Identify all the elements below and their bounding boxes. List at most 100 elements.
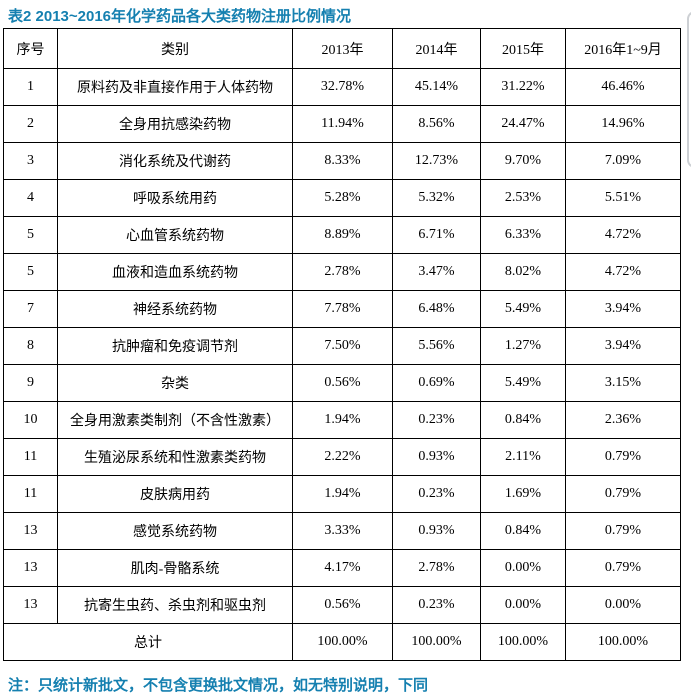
row-value-2015: 5.49% (480, 290, 566, 328)
table-row: 4 呼吸系统用药 5.28% 5.32% 2.53% 5.51% (3, 179, 681, 217)
row-value-2016: 3.94% (565, 290, 681, 328)
row-value-2013: 8.33% (292, 142, 393, 180)
row-value-2014: 0.23% (392, 401, 481, 439)
row-value-2014: 45.14% (392, 68, 481, 106)
row-value-2013: 32.78% (292, 68, 393, 106)
header-2015: 2015年 (480, 28, 566, 69)
row-seq-no: 7 (3, 290, 58, 328)
row-category: 神经系统药物 (57, 290, 293, 328)
table-total-row: 总计 100.00% 100.00% 100.00% 100.00% (3, 623, 681, 661)
row-value-2015: 24.47% (480, 105, 566, 143)
row-seq-no: 11 (3, 438, 58, 476)
row-value-2013: 0.56% (292, 364, 393, 402)
row-seq-no: 11 (3, 475, 58, 513)
total-label: 总计 (3, 623, 293, 661)
row-value-2013: 5.28% (292, 179, 393, 217)
row-seq-no: 10 (3, 401, 58, 439)
table-body: 1 原料药及非直接作用于人体药物 32.78% 45.14% 31.22% 46.46% 2… (3, 68, 681, 661)
table-row: 3 消化系统及代谢药 8.33% 12.73% 9.70% 7.09% (3, 142, 681, 180)
row-value-2016: 3.94% (565, 327, 681, 365)
row-category: 抗寄生虫药、杀虫剂和驱虫剂 (57, 586, 293, 624)
row-seq-no: 5 (3, 216, 58, 254)
header-row: 序号 类别 2013年 2014年 2015年 2016年1~9月 (3, 28, 681, 69)
row-seq-no: 4 (3, 179, 58, 217)
table-row: 13 肌肉-骨骼系统 4.17% 2.78% 0.00% 0.79% (3, 549, 681, 587)
row-value-2014: 0.23% (392, 586, 481, 624)
registration-ratio-table: 序号 类别 2013年 2014年 2015年 2016年1~9月 1 原料药及非… (3, 28, 681, 661)
header-seq-no: 序号 (3, 28, 58, 69)
row-value-2016: 46.46% (565, 68, 681, 106)
row-category: 血液和造血系统药物 (57, 253, 293, 291)
row-category: 呼吸系统用药 (57, 179, 293, 217)
table-row: 11 皮肤病用药 1.94% 0.23% 1.69% 0.79% (3, 475, 681, 513)
row-value-2013: 8.89% (292, 216, 393, 254)
row-value-2015: 31.22% (480, 68, 566, 106)
row-value-2014: 6.71% (392, 216, 481, 254)
row-value-2015: 0.00% (480, 586, 566, 624)
row-value-2016: 0.79% (565, 475, 681, 513)
row-value-2016: 14.96% (565, 105, 681, 143)
table-row: 1 原料药及非直接作用于人体药物 32.78% 45.14% 31.22% 46.46% (3, 68, 681, 106)
row-seq-no: 5 (3, 253, 58, 291)
row-value-2014: 5.32% (392, 179, 481, 217)
total-value: 100.00% (292, 623, 393, 661)
row-value-2014: 8.56% (392, 105, 481, 143)
row-value-2015: 1.27% (480, 327, 566, 365)
row-value-2016: 0.79% (565, 438, 681, 476)
row-seq-no: 13 (3, 512, 58, 550)
scrollbar-thumb[interactable] (687, 11, 691, 168)
row-value-2013: 2.78% (292, 253, 393, 291)
header-category: 类别 (57, 28, 293, 69)
table-row: 13 感觉系统药物 3.33% 0.93% 0.84% 0.79% (3, 512, 681, 550)
table-row: 5 血液和造血系统药物 2.78% 3.47% 8.02% 4.72% (3, 253, 681, 291)
row-value-2015: 8.02% (480, 253, 566, 291)
row-seq-no: 13 (3, 586, 58, 624)
row-value-2015: 6.33% (480, 216, 566, 254)
row-value-2013: 11.94% (292, 105, 393, 143)
row-value-2016: 5.51% (565, 179, 681, 217)
row-value-2016: 0.79% (565, 549, 681, 587)
row-seq-no: 2 (3, 105, 58, 143)
row-category: 生殖泌尿系统和性激素类药物 (57, 438, 293, 476)
total-value: 100.00% (565, 623, 681, 661)
row-value-2013: 4.17% (292, 549, 393, 587)
total-value: 100.00% (480, 623, 566, 661)
table-row: 8 抗肿瘤和免疫调节剂 7.50% 5.56% 1.27% 3.94% (3, 327, 681, 365)
table-row: 7 神经系统药物 7.78% 6.48% 5.49% 3.94% (3, 290, 681, 328)
row-value-2016: 0.79% (565, 512, 681, 550)
row-value-2015: 0.84% (480, 512, 566, 550)
row-value-2014: 0.69% (392, 364, 481, 402)
row-value-2014: 5.56% (392, 327, 481, 365)
header-2016: 2016年1~9月 (565, 28, 681, 69)
total-value: 100.00% (392, 623, 481, 661)
table-header: 序号 类别 2013年 2014年 2015年 2016年1~9月 (3, 28, 681, 69)
row-value-2015: 0.00% (480, 549, 566, 587)
row-value-2014: 6.48% (392, 290, 481, 328)
table-row: 11 生殖泌尿系统和性激素类药物 2.22% 0.93% 2.11% 0.79% (3, 438, 681, 476)
row-seq-no: 1 (3, 68, 58, 106)
row-value-2015: 2.11% (480, 438, 566, 476)
row-value-2016: 3.15% (565, 364, 681, 402)
row-value-2015: 0.84% (480, 401, 566, 439)
table-row: 10 全身用激素类制剂（不含性激素） 1.94% 0.23% 0.84% 2.36% (3, 401, 681, 439)
row-category: 抗肿瘤和免疫调节剂 (57, 327, 293, 365)
row-value-2016: 2.36% (565, 401, 681, 439)
row-value-2014: 0.93% (392, 438, 481, 476)
row-value-2015: 1.69% (480, 475, 566, 513)
row-value-2015: 5.49% (480, 364, 566, 402)
row-value-2013: 2.22% (292, 438, 393, 476)
row-seq-no: 13 (3, 549, 58, 587)
row-value-2016: 4.72% (565, 253, 681, 291)
row-value-2013: 1.94% (292, 401, 393, 439)
row-category: 感觉系统药物 (57, 512, 293, 550)
row-category: 杂类 (57, 364, 293, 402)
row-seq-no: 9 (3, 364, 58, 402)
row-value-2014: 12.73% (392, 142, 481, 180)
row-category: 心血管系统药物 (57, 216, 293, 254)
row-category: 原料药及非直接作用于人体药物 (57, 68, 293, 106)
row-value-2016: 4.72% (565, 216, 681, 254)
row-category: 全身用激素类制剂（不含性激素） (57, 401, 293, 439)
row-value-2013: 7.78% (292, 290, 393, 328)
row-category: 全身用抗感染药物 (57, 105, 293, 143)
